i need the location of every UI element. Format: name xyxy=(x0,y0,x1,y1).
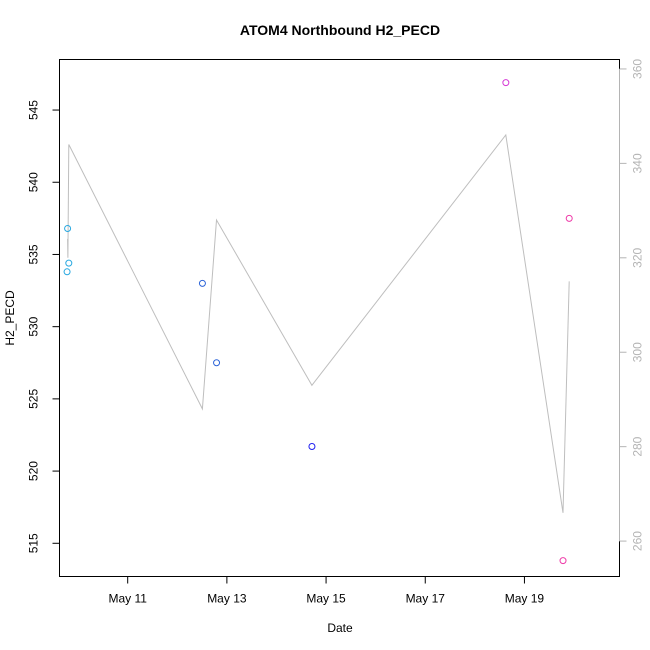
right-y-tick-label: 360 xyxy=(631,59,645,79)
data-point xyxy=(64,224,72,232)
x-tick-label: May 11 xyxy=(108,592,147,606)
y-tick-label: 540 xyxy=(27,172,41,192)
right-y-tick-label: 280 xyxy=(631,436,645,456)
right-y-tick-label: 300 xyxy=(631,342,645,362)
y-axis-label: H2_PECD xyxy=(3,290,17,346)
line-series xyxy=(67,133,570,513)
left-y-axis: 515 520 525 530 535 540 545 xyxy=(27,100,60,553)
right-y-tick-label: 260 xyxy=(631,531,645,551)
plot-frame xyxy=(59,59,620,577)
y-tick-label: 515 xyxy=(27,533,41,553)
right-y-tick-label: 320 xyxy=(631,247,645,267)
x-tick-label: May 19 xyxy=(505,592,545,606)
x-tick-label: May 15 xyxy=(306,592,346,606)
y-tick-label: 520 xyxy=(27,461,41,481)
right-y-tick-label: 340 xyxy=(631,153,645,173)
y-tick-label: 525 xyxy=(27,389,41,409)
data-point xyxy=(198,279,206,287)
data-point xyxy=(565,214,573,222)
x-axis-label: Date xyxy=(327,621,353,635)
series-line xyxy=(67,133,570,513)
x-axis: May 11 May 13 May 15 May 17 May 19 xyxy=(108,576,545,606)
data-point xyxy=(559,557,567,565)
data-point xyxy=(308,443,316,451)
data-point xyxy=(213,359,221,367)
chart-title: ATOM4 Northbound H2_PECD xyxy=(240,22,440,38)
y-tick-label: 535 xyxy=(27,244,41,264)
data-point xyxy=(502,79,510,87)
scatter-points xyxy=(63,79,573,565)
data-point xyxy=(65,259,73,267)
y-tick-label: 530 xyxy=(27,316,41,336)
x-tick-label: May 13 xyxy=(207,592,247,606)
data-point xyxy=(63,268,71,276)
right-y-axis: 260 280 300 320 340 360 xyxy=(619,59,645,551)
x-tick-label: May 17 xyxy=(406,592,446,606)
y-tick-label: 545 xyxy=(27,100,41,120)
